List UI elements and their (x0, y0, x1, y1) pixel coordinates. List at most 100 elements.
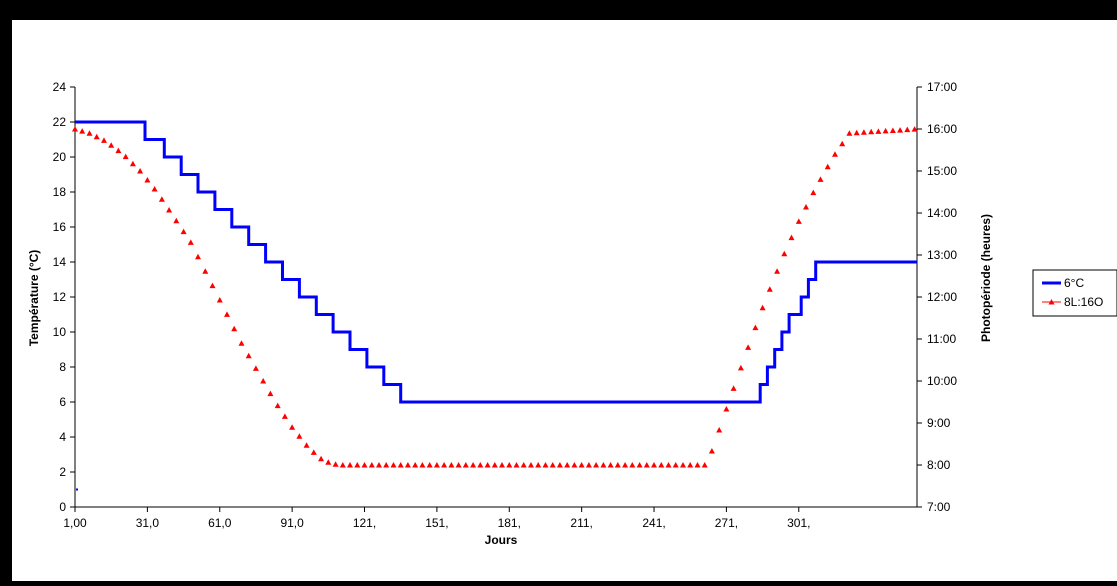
series-8l16o-marker (339, 462, 346, 468)
series-8l16o-marker (578, 462, 585, 468)
series-8l16o-marker (318, 455, 325, 462)
series-8l16o-marker (79, 128, 86, 134)
x-tick-label: 151, (425, 516, 448, 530)
series-8l16o-marker (115, 147, 122, 154)
series-8l16o-marker (513, 462, 520, 468)
series-8l16o-marker (166, 207, 173, 213)
x-tick-label: 301, (787, 516, 810, 530)
series-8l16o-marker (658, 462, 665, 468)
series-8l16o-marker (390, 462, 397, 468)
series-8l16o-marker (296, 433, 303, 439)
series-8l16o-marker (803, 204, 809, 210)
series-8l16o-marker (448, 462, 455, 468)
series-8l16o-marker (303, 442, 310, 448)
series-8l16o-marker (158, 196, 165, 202)
y-right-tick-label: 13:00 (927, 248, 957, 262)
y-left-tick-label: 14 (53, 255, 67, 269)
series-8l16o-marker (585, 462, 592, 468)
series-8l16o-marker (347, 462, 353, 468)
series-8l16o-marker (238, 340, 245, 346)
series-8l16o-marker (549, 462, 556, 468)
legend: 6°C 8L:16O (1032, 269, 1117, 317)
y-left-tick-label: 0 (59, 500, 66, 514)
x-tick-label: 121, (353, 516, 376, 530)
y-right-tick-label: 12:00 (927, 290, 957, 304)
y-right-tick-label: 9:00 (927, 416, 951, 430)
series-8l16o-marker (101, 137, 107, 143)
series-8l16o-marker (737, 364, 744, 371)
series-8l16o-marker (426, 462, 433, 468)
series-8l16o-marker (267, 390, 274, 397)
series-8l16o-marker (397, 462, 404, 468)
legend-label-6c: 6°C (1064, 276, 1084, 290)
y-right-tick-label: 8:00 (927, 458, 951, 472)
y-right-tick-label: 17:00 (927, 80, 957, 94)
x-tick-label: 31,0 (136, 516, 160, 530)
series-8l16o-marker (853, 129, 860, 136)
series-8l16o-marker (781, 250, 788, 257)
series-8l16o-marker (274, 402, 281, 409)
series-8l16o-marker (281, 413, 288, 419)
series-8l16o-marker (520, 462, 527, 468)
series-8l16o-marker (86, 130, 93, 136)
x-tick-label: 1,00 (63, 516, 87, 530)
series-8l16o-marker (332, 461, 339, 467)
series-8l16o-marker (889, 127, 896, 133)
chart-frame: 0 2 4 6 8 10 12 14 16 18 20 22 24 7:00 8:00 9:00 10:00 11… (12, 20, 1117, 581)
y-left-tick-label: 20 (53, 150, 67, 164)
series-8l16o-marker (694, 462, 701, 468)
x-tick-label: 61,0 (208, 516, 232, 530)
series-8l16o-marker (93, 133, 100, 140)
series-8l16o-marker (730, 385, 737, 391)
series-8l16o-marker (202, 268, 209, 274)
y-left-tick-label: 18 (53, 185, 67, 199)
series-8l16o-marker (839, 140, 846, 147)
series-8l16o-marker (209, 282, 216, 289)
series-8l16o-marker (506, 462, 513, 468)
series-8l16o-marker (491, 462, 498, 468)
y-right-tick-label: 14:00 (927, 206, 957, 220)
series-8l16o-marker (289, 424, 296, 430)
series-8l16o-marker (144, 177, 151, 183)
legend-swatch-8l16o-marker (1048, 299, 1055, 305)
series-8l16o-marker (672, 462, 679, 468)
series-8l16o-marker (173, 217, 180, 224)
chart: 0246810121416182022247:008:009:0010:0011… (27, 80, 1117, 547)
series-8l16o-marker (354, 462, 361, 468)
series-8l16o-marker (383, 462, 390, 468)
x-tick-label: 181, (498, 516, 521, 530)
series-8l16o-marker (651, 462, 657, 468)
y-left-tick-label: 10 (53, 325, 67, 339)
series-8l16o-marker (412, 462, 419, 468)
y-left-tick-label: 24 (53, 80, 67, 94)
series-8l16o-marker (556, 462, 563, 468)
series-8l16o-marker (477, 462, 484, 468)
series-6c (75, 120, 917, 491)
series-8l16o-marker (108, 142, 115, 148)
x-tick-label: 91,0 (280, 516, 304, 530)
series-8l16o-marker (766, 286, 773, 292)
series-8l16o-marker (187, 239, 194, 245)
series-8l16o-marker (433, 462, 440, 468)
series-8l16o-marker (636, 462, 643, 468)
series-6c-line (75, 120, 917, 404)
series-8l16o-marker (252, 365, 259, 371)
y-right-tick-label: 15:00 (927, 164, 957, 178)
series-8l16o-marker (441, 462, 448, 468)
series-8l16o-marker (216, 297, 223, 303)
series-8l16o-marker (904, 126, 911, 133)
series-8l16o-marker (564, 462, 571, 468)
series-8l16o-marker (788, 234, 795, 241)
y-right-tick-label: 16:00 (927, 122, 957, 136)
series-8l16o-marker (224, 311, 230, 317)
series-8l16o-marker (795, 218, 802, 224)
series-8l16o-marker (882, 127, 889, 134)
y-right-tick-label: 7:00 (927, 500, 951, 514)
series-8l16o-marker (593, 462, 600, 468)
y-left-tick-label: 12 (53, 290, 67, 304)
series-8l16o-marker (151, 186, 158, 192)
series-8l16o-marker (528, 462, 534, 468)
series-8l16o-marker (875, 128, 882, 134)
y-left-tick-label: 2 (59, 465, 66, 479)
series-8l16o-marker (665, 462, 672, 468)
